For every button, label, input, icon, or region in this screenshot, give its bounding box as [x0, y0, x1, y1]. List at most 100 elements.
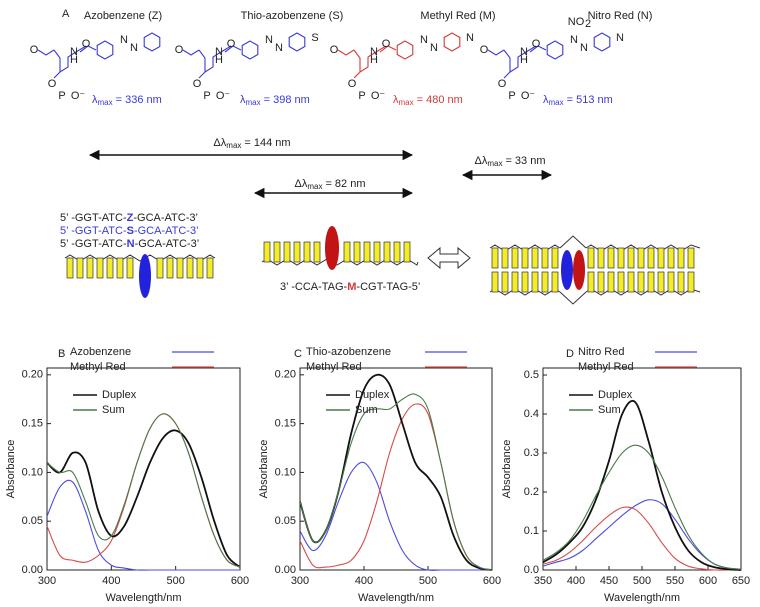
x-tick-label: 600 [483, 575, 501, 587]
bond [182, 45, 232, 79]
bond [79, 45, 97, 53]
atom: O [480, 44, 489, 56]
atom: O [330, 44, 339, 56]
text-part: = 513 nm [567, 94, 613, 106]
atom: S [311, 32, 318, 44]
text-part: Δλ [213, 137, 226, 149]
x-tick-label: 600 [699, 575, 717, 587]
text-part: = 480 nm [417, 94, 463, 106]
base [363, 241, 371, 263]
base [263, 241, 271, 263]
y-tick-label: 0.10 [22, 466, 43, 478]
base [491, 247, 499, 269]
x-tick-label: 400 [102, 575, 120, 587]
series-line [46, 429, 241, 568]
x-tick-label: 650 [732, 575, 750, 587]
atom: N [580, 42, 588, 54]
atom: N [466, 32, 474, 44]
x-tick-label: 300 [38, 575, 56, 587]
atom: H [70, 54, 78, 66]
y-axis-label: Absorbance [5, 440, 17, 499]
text-part: Δλ [474, 155, 487, 167]
chromophore [139, 254, 151, 298]
base [637, 271, 645, 293]
text-part: = 33 nm [505, 155, 545, 167]
base [657, 247, 665, 269]
atom: N [215, 46, 223, 58]
atom: N [370, 46, 378, 58]
atom: O [48, 78, 57, 90]
text-part: = 82 nm [325, 178, 365, 190]
base [597, 271, 605, 293]
base [677, 247, 685, 269]
base [551, 247, 559, 269]
x-tick-label: 550 [666, 575, 684, 587]
text-part: λ [543, 94, 549, 106]
base [196, 257, 204, 279]
text-part: M [347, 281, 356, 293]
atom: N [570, 34, 578, 46]
legend-label: Methyl Red [578, 361, 634, 373]
base [647, 247, 655, 269]
equilibrium-arrow [427, 246, 471, 270]
atom: 2 [585, 18, 591, 30]
series-line [542, 499, 742, 570]
text-part: S [127, 225, 134, 237]
base [116, 257, 124, 279]
lambda-label: λmax = 513 nm [543, 94, 613, 107]
base [587, 271, 595, 293]
base [677, 271, 685, 293]
ring [288, 32, 306, 52]
y-tick-label: 0.2 [524, 486, 539, 498]
base [657, 271, 665, 293]
y-tick-label: 0.00 [275, 564, 296, 576]
base [607, 271, 615, 293]
backbone [559, 235, 587, 305]
text-part: -CGT-TAG-5’ [356, 281, 420, 293]
base [303, 241, 311, 263]
text-part: 5’ -GGT-ATC- [60, 225, 127, 237]
base [176, 257, 184, 279]
base [521, 247, 529, 269]
legend-label: Azobenzene [70, 346, 131, 358]
legend-label: Duplex [598, 389, 633, 401]
ring [443, 32, 461, 52]
atom: P [203, 90, 210, 102]
base [283, 241, 291, 263]
plot-frame [46, 367, 241, 571]
lambda-label: λmax = 480 nm [393, 94, 463, 107]
base [501, 271, 509, 293]
y-tick-label: 0.3 [524, 447, 539, 459]
base [491, 271, 499, 293]
atom: O [498, 78, 507, 90]
atom: N [130, 42, 138, 54]
bond [529, 45, 547, 53]
series-line [299, 461, 492, 571]
lambda-label: λmax = 398 nm [240, 94, 310, 107]
atom: O [532, 38, 541, 50]
base [273, 241, 281, 263]
text-part: max [246, 98, 261, 107]
base [76, 257, 84, 279]
legend-label: Duplex [102, 389, 137, 401]
legend-label: Methyl Red [306, 361, 362, 373]
chromophore [561, 250, 573, 290]
text-part: -GCA-ATC-3’ [135, 238, 200, 250]
legend-label: Sum [598, 404, 621, 416]
compound-name: Methyl Red (M) [420, 10, 495, 22]
base [166, 257, 174, 279]
legend-label: Nitro Red [578, 346, 624, 358]
bond [379, 45, 397, 53]
base [511, 247, 519, 269]
text-part: = 144 nm [244, 137, 290, 149]
atom: P [58, 90, 65, 102]
backbone [64, 254, 216, 262]
atom: O [30, 44, 39, 56]
base [667, 271, 675, 293]
text-part: N [127, 238, 135, 250]
y-tick-label: 0.4 [524, 408, 539, 420]
compound-name: Azobenzene (Z) [84, 10, 162, 22]
series-line [542, 506, 741, 571]
text-part: max [307, 182, 322, 191]
